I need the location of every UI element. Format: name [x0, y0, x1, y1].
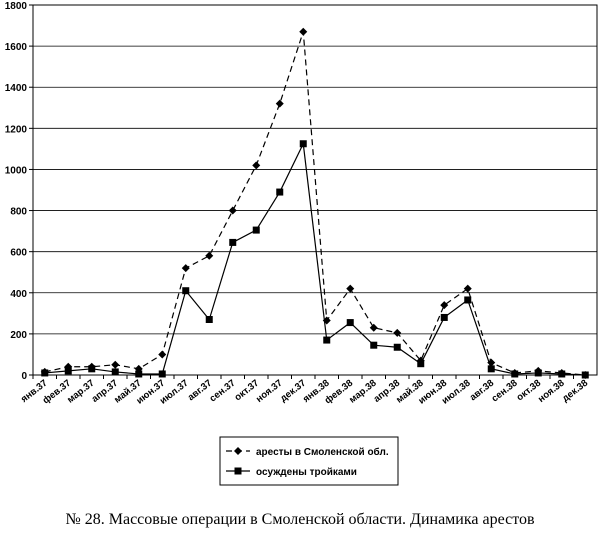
legend-label-2: осуждены тройками [256, 467, 357, 478]
square-marker-янв.37 [41, 369, 49, 377]
legend-box [219, 436, 399, 486]
diamond-marker-дек.37 [299, 27, 308, 36]
legend: аресты в Смоленской обл. осуждены тройкам… [219, 436, 399, 486]
series-2 [41, 140, 589, 379]
square-marker-июн.38 [440, 313, 448, 321]
legend-marker-2 [234, 467, 242, 475]
x-tick-label: мар.37 [65, 378, 96, 406]
diamond-marker-апр.37 [111, 360, 120, 369]
square-marker-фев.38 [346, 319, 354, 327]
y-tick-label: 400 [10, 289, 27, 300]
y-tick-label: 200 [10, 330, 27, 341]
y-tick-label: 0 [21, 371, 27, 382]
plot-area-border [32, 4, 598, 376]
square-marker-мар.37 [88, 365, 96, 373]
y-tick-label: 1000 [5, 165, 28, 176]
square-marker-ноя.37 [276, 188, 284, 196]
square-marker-июл.38 [464, 296, 472, 304]
x-axis-ticks: янв.37фев.37мар.37апр.37май.37июн.37июл.… [19, 375, 590, 407]
square-marker-мар.38 [370, 341, 378, 349]
square-marker-май.38 [417, 360, 425, 368]
square-marker-янв.38 [323, 336, 331, 344]
square-marker-авг.38 [487, 365, 495, 373]
x-tick-label: сен.37 [208, 378, 238, 405]
series-line-1 [44, 31, 586, 376]
series-line-2 [44, 141, 586, 376]
y-tick-label: 800 [10, 207, 27, 218]
y-tick-label: 1800 [5, 1, 28, 12]
diamond-marker-июн.38 [440, 301, 449, 310]
square-marker-ноя.38 [558, 370, 566, 378]
square-marker-дек.38 [581, 371, 589, 379]
x-tick-label: ноя.37 [254, 378, 285, 405]
diamond-marker-июл.37 [181, 264, 190, 273]
gridlines [29, 4, 598, 376]
diamond-marker-июл.38 [463, 284, 472, 293]
square-marker-фев.37 [64, 367, 72, 375]
legend-label-1: аресты в Смоленской обл. [256, 446, 389, 458]
square-marker-сен.37 [229, 238, 237, 246]
square-marker-апр.38 [393, 343, 401, 351]
x-tick-label: мар.38 [347, 378, 378, 406]
y-tick-label: 1200 [5, 124, 28, 135]
diamond-marker-окт.37 [252, 161, 261, 170]
legend-marker-1 [234, 447, 242, 455]
square-marker-окт.37 [252, 226, 260, 234]
x-tick-label: ноя.38 [536, 378, 567, 405]
series-layer [40, 27, 590, 379]
square-marker-дек.37 [299, 140, 307, 148]
diamond-marker-авг.37 [205, 251, 214, 260]
square-marker-авг.37 [205, 316, 213, 323]
square-marker-июн.37 [158, 370, 166, 378]
y-tick-label: 1600 [5, 42, 28, 53]
y-tick-label: 1400 [5, 83, 28, 94]
diamond-marker-апр.38 [393, 328, 402, 337]
diamond-marker-фев.38 [346, 284, 355, 293]
y-axis-ticks: 0 200 400 600 800 1000 1200 1400 1600 1800 [5, 1, 28, 382]
line-chart: 0 200 400 600 800 1000 1200 1400 1600 1800 янв.37… [5, 1, 598, 486]
x-tick-label: дек.38 [560, 378, 590, 405]
diamond-marker-ноя.37 [275, 99, 284, 108]
y-tick-label: 600 [10, 248, 27, 259]
square-marker-сен.38 [511, 370, 519, 378]
series-1 [40, 27, 590, 379]
x-tick-label: сен.38 [490, 378, 520, 405]
diamond-marker-мар.38 [369, 323, 378, 332]
square-marker-окт.38 [534, 369, 542, 377]
square-marker-май.37 [135, 370, 143, 378]
square-marker-апр.37 [111, 368, 119, 376]
diamond-marker-июн.37 [158, 350, 167, 359]
diamond-marker-сен.37 [228, 206, 237, 215]
figure-caption: № 28. Массовые операции в Смоленской обл… [65, 511, 535, 528]
square-marker-июл.37 [182, 287, 190, 295]
